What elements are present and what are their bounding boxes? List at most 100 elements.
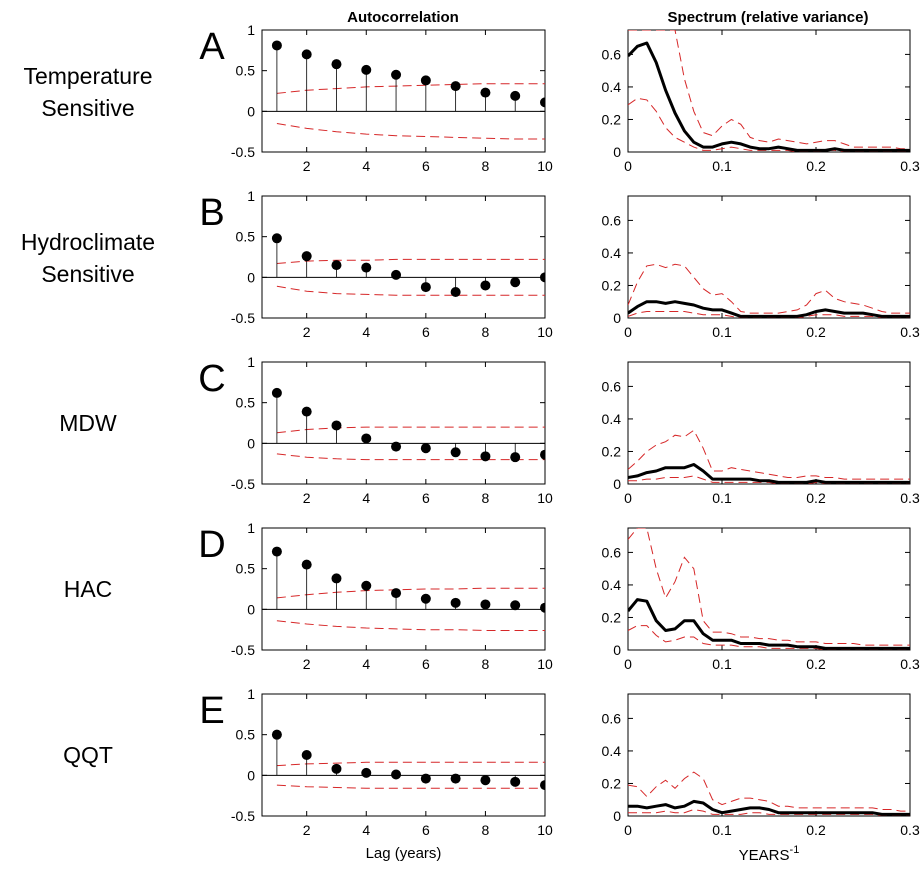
x-tick-label: 0.2 <box>806 822 826 838</box>
stem-marker <box>510 600 521 611</box>
x-tick-label: 8 <box>482 490 490 506</box>
panel-row-A: A Temperature Sensitive -0.5 0 0.5 1 2 4 6 8 10 0 0.2… <box>23 22 920 174</box>
y-tick-label: 0.4 <box>602 577 622 593</box>
y-tick-label: 0.4 <box>602 411 622 427</box>
y-tick-label: 0.6 <box>602 212 622 228</box>
y-tick-label: 0.4 <box>602 79 622 95</box>
stem-marker <box>510 90 521 101</box>
stem-marker <box>540 449 545 460</box>
row-label: Sensitive <box>41 95 134 121</box>
stem-marker <box>420 75 431 86</box>
panel-letter: C <box>198 358 225 400</box>
spectrum-plot: 0 0.2 0.4 0.6 0 0.1 0.2 0.3 <box>602 361 920 506</box>
stem-marker <box>480 599 491 610</box>
x-tick-label: 0.1 <box>712 490 732 506</box>
y-tick-label: -0.5 <box>231 144 255 160</box>
stem-marker <box>301 406 312 417</box>
stem-marker <box>271 387 282 398</box>
confidence-lower-line <box>276 285 545 296</box>
y-tick-label: 0.6 <box>602 544 622 560</box>
stem-marker <box>271 546 282 557</box>
x-tick-label: 0 <box>624 490 632 506</box>
stem-marker <box>450 597 461 608</box>
confidence-lower-line <box>628 97 910 152</box>
axes-frame <box>627 693 911 817</box>
spectrum-plot: 0 0.2 0.4 0.6 0 0.1 0.2 0.3 <box>602 527 920 672</box>
stem-marker <box>301 750 312 760</box>
panel-letter: B <box>199 192 224 234</box>
x-axis-label: YEARS-1 <box>739 844 800 864</box>
stem-marker <box>361 433 372 444</box>
stem-marker <box>331 573 342 584</box>
row-label: HAC <box>64 576 113 602</box>
x-tick-label: 6 <box>422 490 430 506</box>
x-tick-label: 0.1 <box>712 822 732 838</box>
x-axis-label-text: YEARS <box>739 847 790 864</box>
stem-marker <box>331 59 342 70</box>
x-tick-label: 8 <box>482 324 490 340</box>
plot-area <box>262 40 545 140</box>
y-tick-label: 0.5 <box>236 63 256 79</box>
spectrum-line <box>628 300 910 318</box>
y-tick-label: 0 <box>613 476 621 492</box>
x-tick-label: 0.3 <box>900 158 920 174</box>
stem-marker <box>271 40 282 51</box>
stem-marker <box>271 233 282 244</box>
stem-marker <box>480 775 491 786</box>
confidence-lower-line <box>276 453 545 461</box>
y-tick-label: 0 <box>247 269 255 285</box>
confidence-lower-line <box>628 808 910 816</box>
y-tick-label: 0.5 <box>236 727 256 743</box>
y-tick-label: 0.5 <box>236 395 256 411</box>
x-tick-label: 0 <box>624 656 632 672</box>
stem-marker <box>391 441 402 452</box>
y-tick-label: 1 <box>247 188 255 204</box>
x-tick-label: 0 <box>624 324 632 340</box>
confidence-upper-line <box>628 771 910 812</box>
stem-marker <box>510 277 521 288</box>
x-tick-label: 0.2 <box>806 490 826 506</box>
x-tick-label: 10 <box>537 490 553 506</box>
stem-marker <box>540 97 545 108</box>
stem-marker <box>540 272 545 283</box>
axes-frame <box>627 195 911 319</box>
stem-marker <box>480 87 491 98</box>
stem-marker <box>391 269 402 280</box>
x-tick-label: 2 <box>303 324 311 340</box>
stem-marker <box>540 602 545 613</box>
panel-row-B: B Hydroclimate Sensitive -0.5 0 0.5 1 2 4 6 8 10 0 0.… <box>21 188 920 340</box>
confidence-lower-line <box>628 311 910 318</box>
stem-marker <box>420 443 431 454</box>
stem-marker <box>331 420 342 431</box>
panel-row-E: E QQT -0.5 0 0.5 1 2 4 6 8 10 Lag (years) 0 0.2 0.4 0.6… <box>63 686 920 864</box>
confidence-lower-line <box>276 620 545 631</box>
spectrum-plot: 0 0.2 0.4 0.6 0 0.1 0.2 0.3 <box>602 29 920 174</box>
x-tick-label: 0.2 <box>806 158 826 174</box>
y-tick-label: 0 <box>247 103 255 119</box>
y-tick-label: 1 <box>247 354 255 370</box>
plot-area <box>628 429 910 484</box>
y-tick-label: 0 <box>247 435 255 451</box>
x-tick-label: 10 <box>537 324 553 340</box>
y-tick-label: 0 <box>247 601 255 617</box>
y-tick-label: 1 <box>247 686 255 702</box>
autocorrelation-plot: -0.5 0 0.5 1 2 4 6 8 10 <box>231 520 553 672</box>
x-tick-label: 0.1 <box>712 656 732 672</box>
x-tick-label: 8 <box>482 822 490 838</box>
x-tick-label: 2 <box>303 656 311 672</box>
y-tick-label: -0.5 <box>231 642 255 658</box>
plot-area <box>628 528 910 650</box>
spectrum-plot: 0 0.2 0.4 0.6 0 0.1 0.2 0.3 YEARS-1 <box>602 693 920 864</box>
stem-marker <box>450 81 461 92</box>
confidence-upper-line <box>276 587 545 599</box>
panel-letter: E <box>199 690 224 732</box>
autocorrelation-plot: -0.5 0 0.5 1 2 4 6 8 10 Lag (years) <box>231 686 553 862</box>
y-tick-label: 0.2 <box>602 775 622 791</box>
column-title-autocorrelation: Autocorrelation <box>347 9 459 26</box>
x-tick-label: 8 <box>482 158 490 174</box>
x-tick-label: 0.2 <box>806 656 826 672</box>
stem-marker <box>361 767 372 778</box>
stem-marker <box>301 251 312 262</box>
x-tick-label: 8 <box>482 656 490 672</box>
confidence-upper-line <box>276 761 545 767</box>
